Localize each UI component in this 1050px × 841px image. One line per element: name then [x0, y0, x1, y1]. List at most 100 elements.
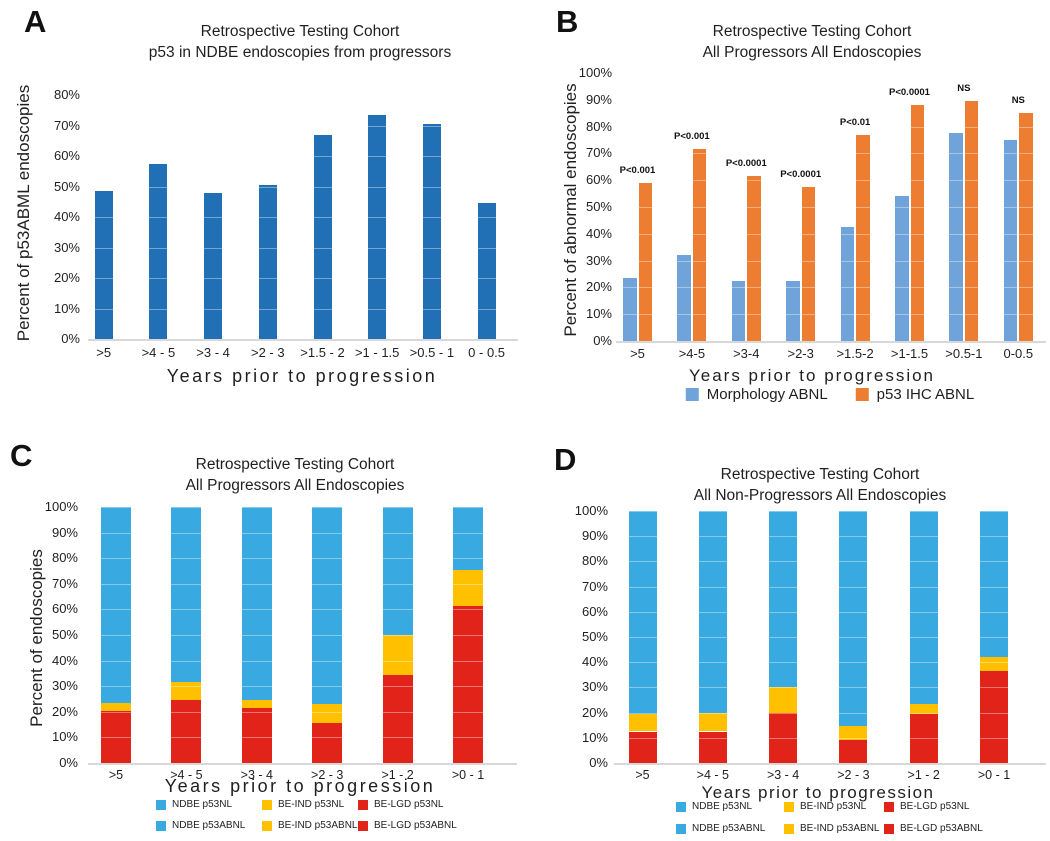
legend-item-b-1: p53 IHC ABNL — [855, 386, 975, 403]
bar-b-1-2 — [747, 176, 761, 341]
gridline-d — [614, 586, 1046, 588]
stack-segment-d-3-3 — [839, 726, 868, 734]
x-axis-line-c — [88, 763, 517, 765]
y-tick-label-a: 60% — [53, 148, 80, 164]
legend-label-d-4: NDBE p53ABNL — [692, 823, 766, 834]
legend-swatch-icon-c-3 — [262, 800, 272, 810]
y-tick-label-a: 0% — [61, 331, 80, 346]
stack-segment-d-0-3 — [628, 713, 657, 728]
legend-swatch-icon-d-4 — [676, 824, 686, 834]
stack-segment-c-4-1 — [382, 674, 413, 680]
legend-b: Morphology ABNL p53 IHC ABNL — [672, 386, 988, 406]
chart-subtitle-d: All Non-Progressors All Endoscopies — [693, 487, 947, 504]
legend-swatch-icon — [685, 388, 699, 401]
stack-segment-d-0-5 — [628, 511, 657, 702]
y-axis-title-b: Percent of abnormal endoscopies — [561, 83, 580, 337]
chart-title-c: Retrospective Testing Cohort — [195, 456, 395, 473]
legend-swatch-icon-d-1 — [884, 802, 894, 812]
stack-segment-c-0-3 — [101, 702, 131, 707]
y-tick-label-b: 0% — [593, 333, 612, 348]
stack-segment-d-3-4 — [839, 702, 868, 727]
gridline-c — [88, 558, 517, 560]
stack-segment-d-1-4 — [698, 708, 727, 713]
annotation-b-6: NS — [957, 83, 971, 95]
gridline-d — [614, 737, 1046, 739]
y-tick-label-d: 30% — [581, 679, 608, 695]
legend-label-d-2: BE-IND p53ABNL — [800, 823, 880, 834]
stack-segment-d-4-0 — [909, 742, 938, 763]
y-tick-label-a: 40% — [53, 209, 80, 225]
stack-segment-c-5-0 — [453, 609, 483, 763]
x-tick-label-b-5: >1-1.5 — [890, 346, 929, 361]
y-tick-label-a: 30% — [53, 239, 80, 255]
y-axis-title-a: Percent of p53ABML endoscopies — [14, 84, 33, 342]
y-tick-label-a: 70% — [53, 117, 80, 133]
bar-b-1-5 — [910, 105, 924, 341]
stack-segment-c-0-2 — [101, 706, 131, 711]
gridline-a — [88, 156, 518, 158]
stack-segment-d-4-1 — [909, 713, 938, 743]
bar-a-6 — [422, 124, 441, 339]
y-tick-label-a: 50% — [53, 178, 80, 194]
y-tick-label-d: 20% — [581, 704, 608, 720]
stack-segment-c-4-0 — [382, 679, 413, 763]
y-axis-title-c: Percent of endoscopies — [27, 549, 46, 727]
panel-label-a: A — [24, 4, 47, 39]
stack-segment-d-1-5 — [698, 511, 727, 709]
stack-segment-d-3-1 — [839, 740, 868, 760]
x-tick-label-a-5: >1 - 1.5 — [354, 345, 400, 360]
legend-label: p53 IHC ABNL — [876, 386, 975, 403]
stack-segment-d-2-2 — [769, 710, 798, 713]
stack-segment-c-1-5 — [171, 507, 202, 582]
x-tick-label-b-4: >1.5-2 — [836, 346, 874, 361]
stack-segment-d-1-1 — [698, 731, 727, 751]
gridline-b — [616, 73, 1046, 74]
gridline-a — [88, 308, 518, 310]
x-tick-label-c-5: >0 - 1 — [451, 768, 485, 782]
stack-segment-c-3-0 — [312, 724, 343, 763]
stack-segment-c-3-4 — [312, 613, 343, 705]
stack-segment-c-1-0 — [171, 702, 202, 763]
gridline-b — [616, 180, 1046, 182]
stack-segment-d-2-5 — [769, 511, 798, 677]
stack-segment-d-5-2 — [980, 665, 1008, 671]
stack-segment-d-4-3 — [909, 703, 938, 713]
legend-swatch-icon-c-4 — [156, 821, 166, 831]
legend-swatch-icon-c-1 — [358, 800, 368, 810]
stack-segment-c-2-0 — [241, 710, 272, 763]
x-tick-label-c-1: >4 - 5 — [170, 768, 203, 782]
gridline-d — [614, 687, 1046, 689]
y-tick-label-b: 90% — [585, 91, 612, 107]
y-tick-label-d: 0% — [589, 755, 608, 770]
stack-segment-c-0-1 — [101, 710, 131, 714]
bar-b-1-0 — [638, 182, 652, 341]
gridline-b — [616, 99, 1046, 101]
gridline-a — [88, 186, 518, 188]
stack-segment-d-4-5 — [909, 511, 938, 688]
bar-b-0-6 — [949, 133, 963, 341]
stack-segment-c-5-3 — [453, 569, 483, 577]
gridline-b — [616, 287, 1046, 289]
gridline-c — [88, 711, 517, 713]
x-tick-label-b-1: >4-5 — [678, 346, 706, 361]
y-tick-label-b: 10% — [585, 306, 612, 322]
x-tick-label-a-2: >3 - 4 — [196, 345, 230, 360]
y-tick-label-d: 80% — [581, 553, 608, 569]
y-tick-label-d: 70% — [581, 578, 608, 594]
bar-b-0-4 — [840, 227, 855, 341]
chart-subtitle-b: All Progressors All Endoscopies — [702, 44, 922, 61]
bar-b-1-1 — [692, 149, 707, 341]
stack-segment-c-2-3 — [241, 700, 272, 703]
y-tick-label-b: 40% — [585, 225, 612, 241]
stack-segment-c-3-1 — [312, 723, 343, 725]
x-tick-label-d-4: >1 - 2 — [907, 768, 940, 782]
legend-label-d-3: BE-IND p53NL — [800, 801, 867, 812]
stack-segment-c-1-4 — [171, 581, 202, 683]
x-tick-label-c-2: >3 - 4 — [240, 768, 273, 782]
stack-segment-d-2-1 — [769, 712, 798, 740]
stack-segment-c-2-4 — [241, 606, 272, 701]
y-tick-label-b: 60% — [585, 172, 612, 188]
annotation-b-2: P<0.0001 — [725, 158, 767, 170]
x-tick-label-c-4: >1 - 2 — [381, 768, 414, 782]
bar-b-0-3 — [786, 280, 800, 341]
